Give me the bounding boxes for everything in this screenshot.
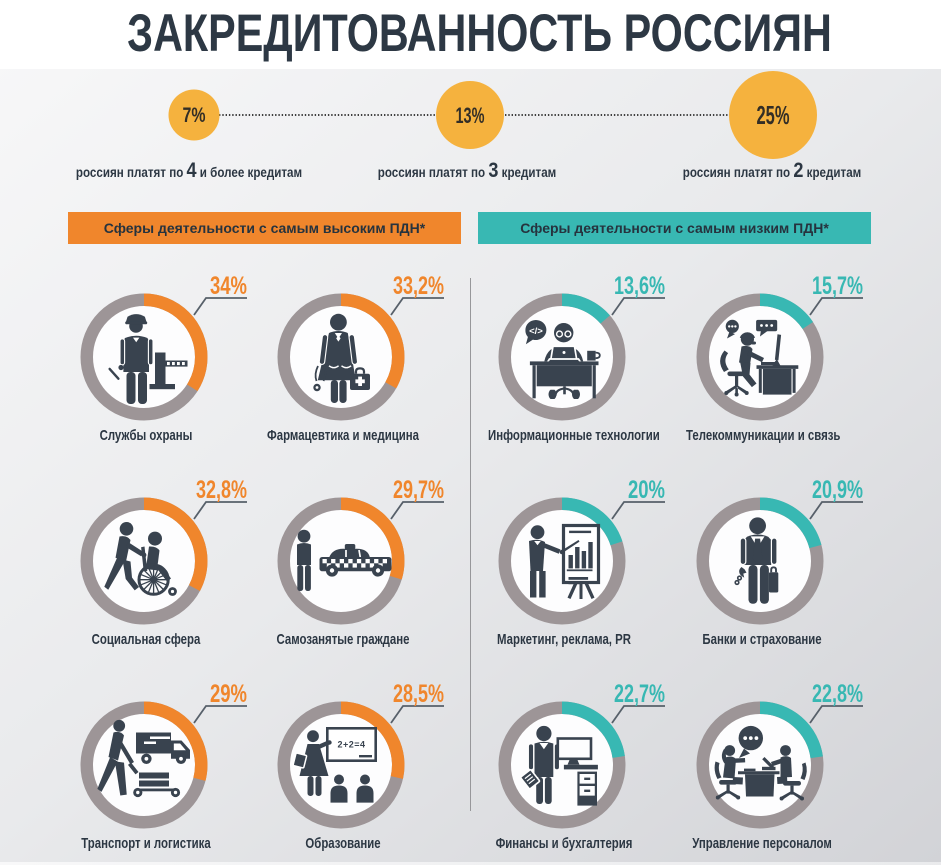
svg-text:28,5%: 28,5% [393,680,444,708]
svg-text:32,8%: 32,8% [196,476,247,504]
svg-text:22,7%: 22,7% [614,680,665,708]
svg-text:7%: 7% [183,104,206,127]
svg-text:20%: 20% [628,476,665,504]
svg-text:15,7%: 15,7% [812,272,863,300]
svg-text:20,9%: 20,9% [812,476,863,504]
svg-text:22,8%: 22,8% [812,680,863,708]
svg-text:</>: </> [529,326,543,337]
svg-text:33,2%: 33,2% [393,272,444,300]
svg-text:13%: 13% [456,103,485,128]
svg-text:25%: 25% [757,100,790,130]
svg-text:29%: 29% [210,680,247,708]
svg-text:2+2=4: 2+2=4 [337,740,365,750]
svg-text:13,6%: 13,6% [614,272,665,300]
svg-text:34%: 34% [210,272,247,300]
svg-text:29,7%: 29,7% [393,476,444,504]
